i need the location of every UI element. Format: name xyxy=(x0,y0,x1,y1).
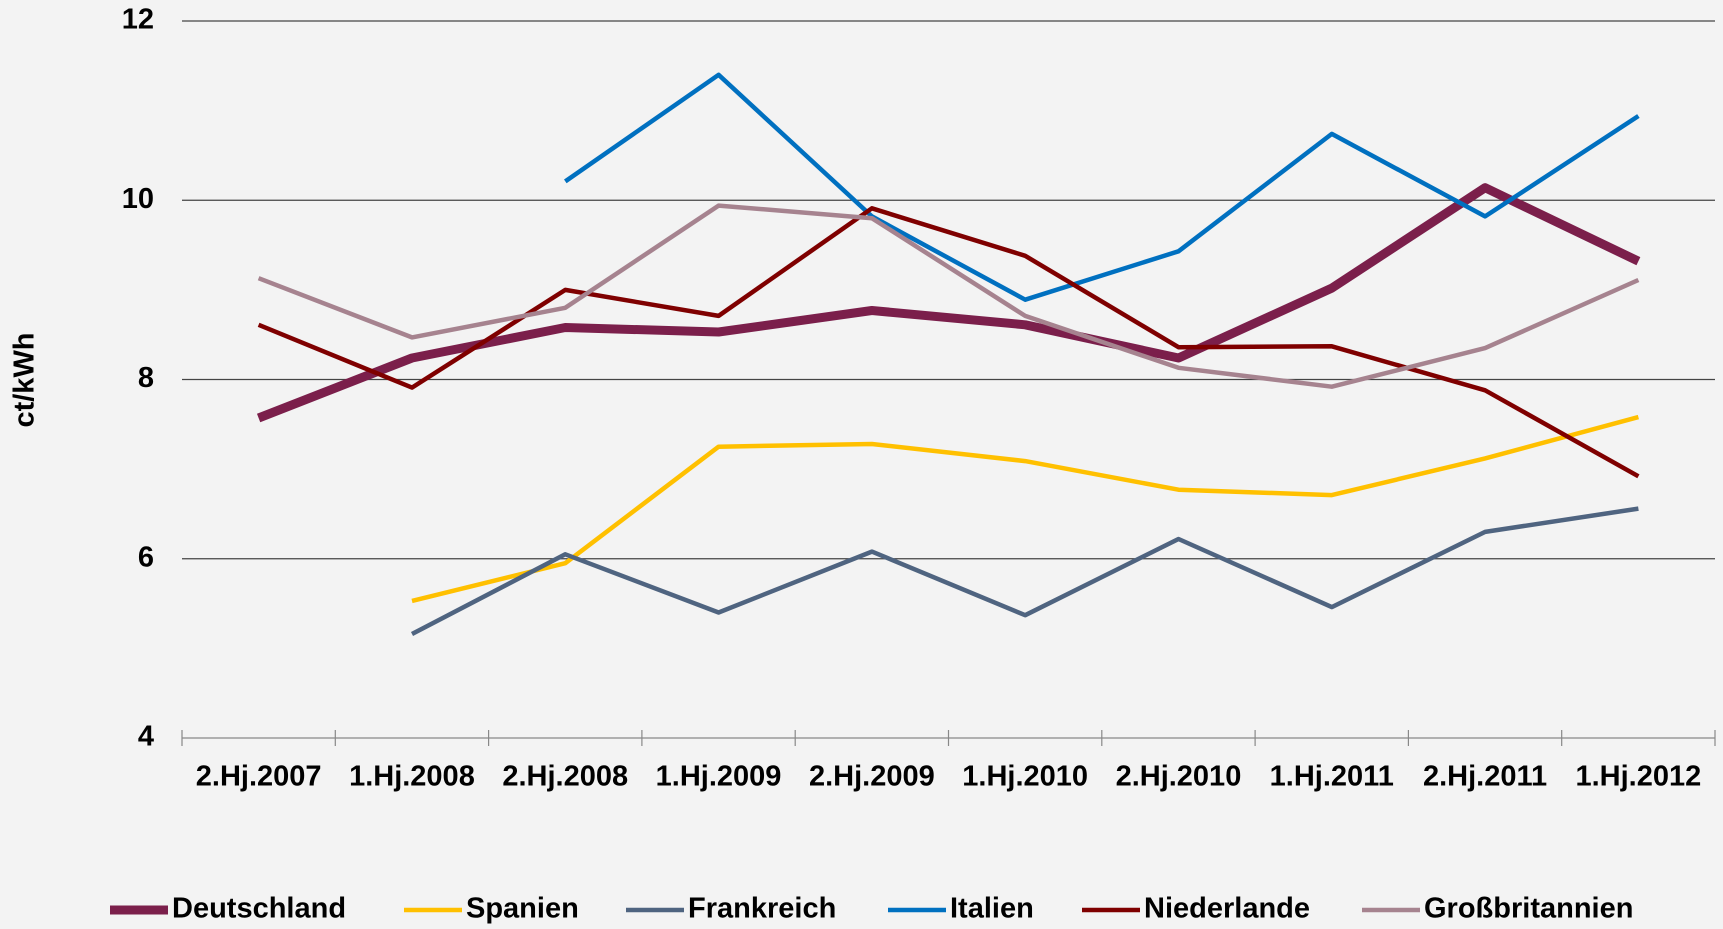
x-tick-label: 1.Hj.2009 xyxy=(656,761,782,793)
x-tick-label: 2.Hj.2009 xyxy=(809,761,935,793)
series-line xyxy=(410,506,1639,636)
series-line xyxy=(257,203,1640,389)
legend-label: Großbritannien xyxy=(1424,893,1633,925)
legend-label: Italien xyxy=(950,893,1034,925)
series-line xyxy=(256,183,1641,423)
legend-label: Niederlande xyxy=(1144,893,1310,925)
x-tick-label: 1.Hj.2008 xyxy=(349,761,475,793)
x-tick-label: 2.Hj.2007 xyxy=(196,761,322,793)
x-tick-label: 1.Hj.2012 xyxy=(1575,761,1701,793)
y-axis-label: ct/kWh xyxy=(9,332,41,427)
legend-label: Frankreich xyxy=(688,893,836,925)
legend-label: Spanien xyxy=(466,893,579,925)
x-tick-label: 1.Hj.2011 xyxy=(1270,761,1394,793)
y-tick-label: 4 xyxy=(138,721,154,753)
y-tick-label: 6 xyxy=(138,541,154,573)
x-tick-label: 2.Hj.2008 xyxy=(502,761,628,793)
x-tick-label: 2.Hj.2011 xyxy=(1423,761,1547,793)
x-tick-label: 2.Hj.2010 xyxy=(1116,761,1242,793)
y-tick-label: 12 xyxy=(122,4,154,36)
series-line xyxy=(564,72,1640,302)
x-tick-label: 1.Hj.2010 xyxy=(962,761,1088,793)
series-line xyxy=(411,414,1639,604)
legend-label: Deutschland xyxy=(172,893,346,925)
y-tick-label: 10 xyxy=(122,183,154,215)
y-tick-label: 8 xyxy=(138,362,154,394)
